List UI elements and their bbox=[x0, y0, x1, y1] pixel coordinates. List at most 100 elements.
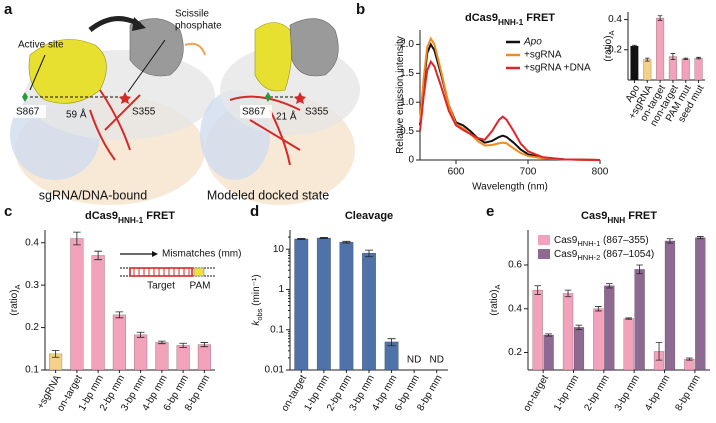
y-axis-label-part: A bbox=[13, 284, 22, 289]
bar bbox=[634, 269, 645, 371]
bar bbox=[532, 289, 543, 371]
error-bar bbox=[666, 238, 674, 244]
chart-title-part: dCas9 bbox=[465, 12, 498, 24]
panel-label: d bbox=[250, 203, 259, 220]
y-axis-label: kobs (min⁻¹) bbox=[251, 274, 265, 325]
error-bar bbox=[632, 44, 637, 48]
error-bar bbox=[534, 285, 541, 295]
chart-title-part: Cleavage bbox=[345, 210, 393, 222]
error-bar bbox=[319, 237, 328, 239]
annotation: phosphate bbox=[175, 21, 222, 32]
y-tick-label: 1.0 bbox=[400, 97, 414, 108]
y-tick-label: 0.3 bbox=[25, 280, 39, 291]
chart-title-part: HNH-1 bbox=[498, 18, 524, 27]
bar bbox=[197, 344, 211, 371]
error-bar bbox=[94, 250, 102, 261]
error-bar bbox=[297, 238, 306, 240]
error-bar bbox=[595, 306, 602, 312]
bar bbox=[543, 334, 554, 371]
error-bar bbox=[655, 342, 663, 361]
panel-label: e bbox=[486, 203, 494, 220]
residue-label: S355 bbox=[305, 107, 329, 118]
annotation: Scissile bbox=[175, 9, 209, 20]
chart-title-part: Cas9 bbox=[581, 210, 607, 222]
bar bbox=[694, 57, 703, 81]
chart-title-part: HNH bbox=[607, 216, 625, 225]
error-bar bbox=[683, 57, 689, 60]
y-tick-label: 1 bbox=[278, 284, 284, 295]
error-bar bbox=[545, 333, 552, 337]
y-axis-label-part: Relative emission intensity bbox=[395, 36, 406, 154]
chart-title-part: FRET bbox=[143, 210, 175, 222]
error-bar bbox=[158, 340, 166, 345]
y-axis-label-part: obs bbox=[255, 308, 264, 320]
bar bbox=[573, 327, 585, 371]
line bbox=[419, 42, 601, 161]
chart-title-part: FRET bbox=[625, 210, 657, 222]
y-tick-label: 2.0 bbox=[400, 39, 414, 50]
error-bar bbox=[644, 57, 650, 62]
line bbox=[419, 36, 601, 161]
y-axis-label: (ratio)A bbox=[603, 30, 617, 61]
caption: Modeled docked state bbox=[207, 188, 329, 202]
bar bbox=[316, 237, 331, 371]
bar bbox=[91, 255, 105, 371]
error-bar bbox=[200, 342, 209, 348]
y-tick-label: 0.4 bbox=[508, 303, 522, 314]
error-bar bbox=[625, 317, 632, 320]
error-bar bbox=[670, 53, 676, 60]
bar bbox=[643, 59, 652, 81]
bar bbox=[623, 318, 634, 371]
annotation: Active site bbox=[18, 40, 64, 51]
x-tick-label: 700 bbox=[520, 167, 537, 178]
x-tick-label: 2-bp mm bbox=[582, 373, 611, 413]
y-axis-label: (ratio)A bbox=[9, 284, 23, 315]
chart-title: Cleavage bbox=[345, 210, 393, 222]
legend-label: +sgRNA +DNA bbox=[524, 63, 591, 74]
legend-label: Cas9HNH-1 (867–355) bbox=[554, 235, 649, 249]
chart-title: Cas9HNH FRET bbox=[581, 210, 657, 225]
bar bbox=[630, 45, 639, 81]
bar bbox=[655, 17, 665, 81]
residue-label: S355 bbox=[132, 107, 156, 118]
y-tick-label: 0 bbox=[408, 155, 414, 166]
y-axis-label-part: (ratio) bbox=[489, 289, 500, 315]
error-bar bbox=[115, 311, 124, 319]
panel-label: b bbox=[356, 1, 365, 18]
legend-label-part: (867–1054) bbox=[600, 249, 654, 260]
value-label: ND bbox=[429, 355, 443, 366]
error-bar bbox=[364, 249, 374, 258]
chart-title: dCas9HNH-1 FRET bbox=[465, 12, 555, 27]
line bbox=[419, 59, 601, 161]
error-bar bbox=[387, 338, 396, 347]
y-tick-label: 0.2 bbox=[25, 322, 39, 333]
error-bar bbox=[179, 342, 187, 348]
panel-label: a bbox=[4, 1, 13, 18]
bar bbox=[695, 237, 706, 371]
y-tick-label: 0.6 bbox=[508, 260, 522, 271]
error-bar bbox=[696, 56, 701, 60]
bar bbox=[361, 252, 377, 371]
y-axis-label-part: A bbox=[493, 284, 502, 289]
bar bbox=[339, 241, 354, 371]
y-tick-label: 10 bbox=[273, 244, 285, 255]
error-bar bbox=[686, 357, 693, 361]
error-bar bbox=[73, 231, 81, 246]
bar bbox=[664, 240, 676, 371]
error-bar bbox=[657, 15, 663, 21]
y-tick-label: 0.5 bbox=[400, 126, 414, 137]
chart-title: dCas9HNH-1 FRET bbox=[85, 210, 175, 225]
chart-title-part: HNH-1 bbox=[118, 216, 144, 225]
error-bar bbox=[697, 236, 704, 240]
x-tick-label: 600 bbox=[448, 167, 465, 178]
y-axis-label-part: (ratio) bbox=[603, 35, 614, 61]
bar bbox=[668, 56, 678, 81]
bar bbox=[294, 238, 309, 371]
y-axis-label-part: A bbox=[607, 30, 616, 35]
legend-label-part: Cas9 bbox=[554, 249, 578, 260]
bar bbox=[684, 358, 695, 371]
y-tick-label: 1.5 bbox=[400, 68, 414, 79]
x-tick-label: 8-bp mm bbox=[673, 373, 702, 413]
legend-label-part: HNH-1 bbox=[577, 239, 600, 248]
